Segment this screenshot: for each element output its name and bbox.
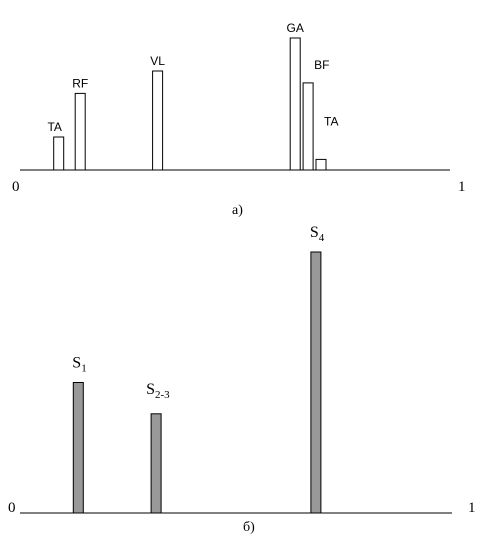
panel-b-bar-label-sub-3: 4: [319, 232, 325, 244]
panel-a-x-start-label: 0: [12, 179, 20, 195]
panel-b-bar-1: [72, 382, 84, 514]
panel-b-bar-2: [150, 413, 162, 514]
panel-b-bar-3: [310, 251, 322, 514]
panel-b-bar-label-sub-1: 1: [81, 363, 87, 375]
panel-b-caption: б): [243, 520, 255, 535]
panel-a-bar-label-2: RF: [72, 76, 88, 90]
panel-a-bar-2: [74, 92, 86, 171]
panel-a-bar-6: [315, 158, 327, 171]
panel-a-bar-label-1: TA: [47, 120, 61, 134]
panel-b-x-end-label: 1: [468, 500, 476, 516]
panel-a-bar-label-3: VL: [150, 54, 165, 68]
panel-b-bar-label-main-1: S: [72, 355, 81, 372]
panel-b-bar-label-main-2: S: [146, 381, 155, 398]
panel-a-bar-label-5: BF: [314, 58, 329, 72]
panel-b-bar-label-2: S2-3: [146, 381, 170, 401]
panel-b-bar-label-main-3: S: [310, 224, 319, 241]
panel-a-bar-label-6: TA: [324, 114, 338, 128]
panel-a-bars: TA RF VL GA BF TA: [47, 21, 338, 171]
panel-a-bar-3: [152, 70, 164, 171]
panel-a: 0 1 а) TA RF VL GA BF TA: [12, 21, 466, 218]
panel-a-bar-label-4: GA: [287, 21, 304, 35]
panel-a-x-end-label: 1: [458, 179, 466, 195]
panel-b-bar-label-1: S1: [72, 355, 86, 375]
panel-b-bar-label-3: S4: [310, 224, 325, 244]
panel-b-x-start-label: 0: [8, 500, 16, 516]
panel-a-bar-4: [289, 37, 301, 171]
panel-a-bar-5: [302, 82, 314, 171]
panel-a-caption: а): [232, 203, 243, 218]
panel-a-bar-1: [53, 136, 65, 171]
panel-b-bar-label-sub-2: 2-3: [155, 389, 170, 401]
